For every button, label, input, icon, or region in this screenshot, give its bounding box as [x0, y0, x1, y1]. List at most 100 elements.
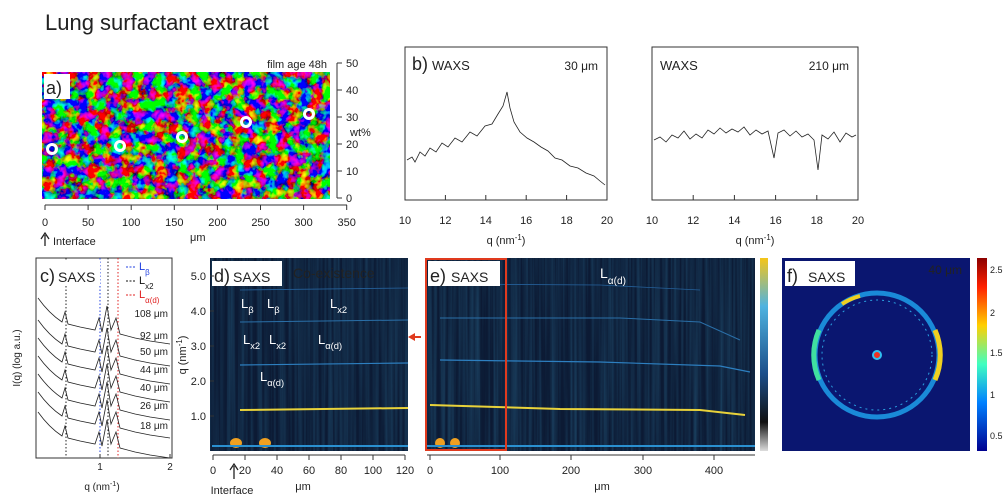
x-tick-label: 100 — [122, 217, 140, 229]
y-tick-label: 4.0 — [191, 306, 206, 318]
x-tick-label: 60 — [303, 465, 315, 477]
position-label: 210 μm — [809, 59, 849, 73]
annotation: film age 48h — [267, 59, 327, 71]
colorbar-tick-label: 0.5 — [990, 431, 1003, 441]
phase-label: Lβ — [267, 296, 280, 315]
x-tick-label: 2 — [167, 462, 173, 473]
axis-label: μm — [594, 481, 610, 493]
axis-label: q (nm-1) — [84, 479, 119, 494]
x-tick-label: 20 — [239, 465, 251, 477]
label-box — [428, 261, 500, 286]
x-tick-label: 14 — [728, 215, 740, 227]
curve-label: 44 μm — [140, 365, 168, 376]
panel-label: d) — [214, 266, 230, 286]
x-tick-label: 16 — [520, 215, 532, 227]
x-tick-label: 18 — [811, 215, 823, 227]
phase-label-part: α(d) — [608, 276, 626, 287]
x-tick-label: 16 — [769, 215, 781, 227]
panel-label: f) — [787, 266, 798, 286]
panel-label: b) — [412, 54, 428, 74]
y-tick-label: 0 — [346, 193, 352, 205]
curve-label: 26 μm — [140, 401, 168, 412]
plot-frame — [651, 46, 859, 201]
phase-label: Lx2 — [243, 332, 260, 351]
phase-label-part: L — [139, 261, 145, 273]
x-tick-label: 100 — [491, 465, 509, 477]
label-box — [44, 74, 70, 99]
highlight-box — [425, 258, 507, 451]
axis-label-part: q (nm — [736, 235, 764, 247]
axis-label-part: ) — [522, 235, 526, 247]
x-tick-label: 40 — [271, 465, 283, 477]
phase-label-part: L — [139, 289, 145, 301]
x-tick-label: 80 — [335, 465, 347, 477]
x-tick-label: 10 — [399, 215, 411, 227]
x-tick-label: 20 — [601, 215, 613, 227]
x-tick-label: 300 — [634, 465, 652, 477]
x-tick-label: 0 — [210, 465, 216, 477]
y-tick-label: 50 — [346, 58, 358, 70]
axis-label: wt% — [349, 127, 371, 139]
phase-label-part: x2 — [276, 341, 286, 351]
axis-label-part: -1 — [515, 233, 523, 242]
x-tick-label: 12 — [439, 215, 451, 227]
x-tick-label: 0 — [42, 217, 48, 229]
x-tick-label: 14 — [480, 215, 492, 227]
interface-arrow — [229, 462, 239, 479]
phase-label: Lx2 — [330, 296, 347, 315]
x-tick-label: 100 — [364, 465, 382, 477]
y-tick-label: 1.0 — [191, 411, 206, 423]
method-label: SAXS — [808, 269, 845, 285]
phase-label-part: β — [145, 268, 150, 277]
phase-label: Lα(d) — [600, 265, 626, 287]
x-tick-label: 10 — [646, 215, 658, 227]
y-tick-label: 5.0 — [191, 271, 206, 283]
annotation: Interface — [211, 485, 254, 497]
x-tick-label: 250 — [251, 217, 269, 229]
sample-spots — [46, 108, 315, 155]
x-tick-label: 200 — [208, 217, 226, 229]
diffraction-ring — [811, 290, 943, 420]
y-tick-label: 40 — [346, 85, 358, 97]
colorbar-tick-label: 2.5 — [990, 265, 1003, 275]
x-tick-label: 150 — [165, 217, 183, 229]
waxs-trace — [406, 91, 606, 186]
phase-label-part: L — [600, 265, 608, 281]
method-label: SAXS — [233, 269, 270, 285]
x-tick-label: 400 — [705, 465, 723, 477]
phase-label: Lα(d) — [260, 369, 284, 388]
phase-label-part: L — [139, 275, 145, 287]
phase-label-part: α(d) — [267, 378, 284, 388]
phase-label-part: L — [260, 369, 267, 384]
label-box — [38, 261, 100, 285]
annotation: Interface — [53, 236, 96, 248]
plot-frame — [404, 46, 608, 201]
axis-label-part: ) — [177, 336, 189, 340]
y-tick-label: 20 — [346, 139, 358, 151]
phase-label-part: x2 — [250, 341, 260, 351]
y-tick-label: 30 — [346, 112, 358, 124]
position-label: 40 μm — [928, 263, 962, 277]
link-arrow — [408, 333, 421, 341]
colorbar — [760, 258, 768, 451]
y-tick-label: 3.0 — [191, 341, 206, 353]
axis-label: q (nm-1) — [487, 233, 526, 248]
label-box — [785, 261, 855, 286]
phase-label: Lα(d) — [139, 289, 160, 305]
x-tick-label: 18 — [560, 215, 572, 227]
method-label: WAXS — [432, 58, 470, 73]
colorbar-tick-label: 2 — [990, 308, 995, 318]
phase-label-part: x2 — [145, 282, 153, 291]
x-tick-label: 300 — [294, 217, 312, 229]
phase-label: Lβ — [241, 296, 254, 315]
phase-label-part: L — [267, 296, 274, 311]
axis-label-part: -1 — [110, 479, 116, 488]
colorbar — [977, 258, 987, 451]
curve-label: 18 μm — [140, 421, 168, 432]
axis-label: I(q) (log a.u.) — [12, 329, 23, 386]
axis-label-part: q (nm — [487, 235, 515, 247]
axis-label-part: q (nm — [84, 482, 110, 493]
curve-label: 92 μm — [140, 331, 168, 342]
colorbar-tick-label: 1 — [990, 390, 995, 400]
